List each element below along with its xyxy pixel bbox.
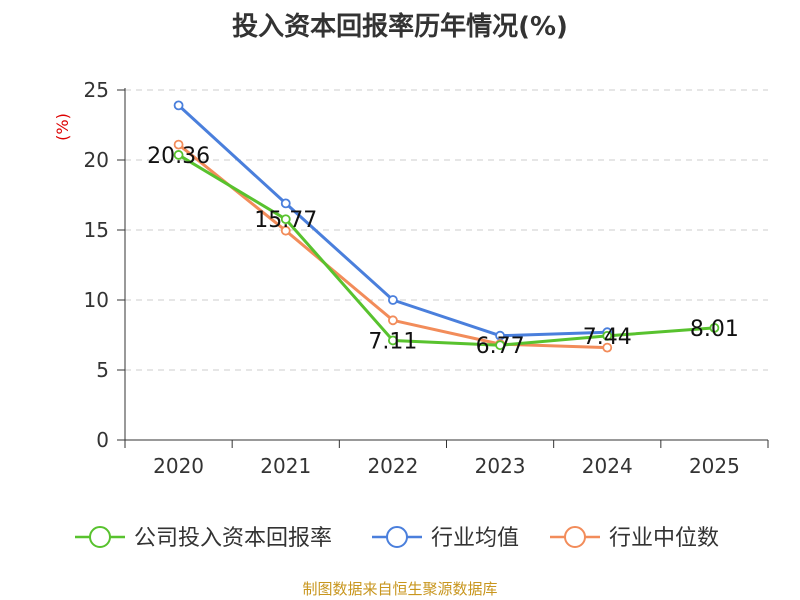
data-label-2020: 20.36 (147, 144, 210, 169)
data-label-2021: 15.77 (254, 208, 317, 233)
legend-industry-mean-label: 行业均值 (431, 526, 519, 551)
series-2-point-1 (280, 225, 291, 236)
series-1-point-2 (388, 295, 398, 305)
series-0-point-4 (602, 330, 613, 341)
series-2-point-0 (173, 139, 184, 150)
y-tick-label-20: 20 (84, 148, 109, 172)
data-source-note: 制图数据来自恒生聚源数据库 (302, 580, 498, 598)
data-label-2024: 7.44 (583, 325, 632, 350)
y-tick-label-15: 15 (84, 218, 109, 242)
legend-company: 公司投入资本回报率 (75, 526, 332, 551)
legend-industry-mean-marker (386, 526, 408, 548)
data-label-2025: 8.01 (690, 317, 739, 342)
series-0-point-2 (388, 335, 398, 346)
series-0-point-5 (709, 322, 720, 333)
y-tick-label-10: 10 (84, 288, 109, 312)
legend-company-marker (89, 526, 111, 548)
series (173, 100, 720, 353)
x-tick-label-2020: 2020 (153, 454, 204, 478)
grid-lines (125, 89, 768, 371)
x-tick-label-2025: 2025 (689, 454, 740, 478)
x-tick-label-2021: 2021 (260, 454, 311, 478)
series-0-point-1 (280, 214, 291, 225)
data-label-2023: 6.77 (476, 334, 525, 359)
legend-company-label: 公司投入资本回报率 (134, 526, 332, 551)
legend: 公司投入资本回报率 行业均值 行业中位数 (75, 526, 719, 551)
chart-title: 投入资本回报率历年情况(%) (232, 12, 568, 42)
legend-industry-median: 行业中位数 (550, 526, 719, 551)
series-line-0 (177, 153, 715, 347)
x-tick-label-2023: 2023 (475, 454, 526, 478)
data-labels: 20.36 15.77 7.11 6.77 7.44 8.01 (147, 144, 739, 359)
series-2-point-4 (602, 342, 613, 353)
y-tick-label-5: 5 (96, 358, 109, 382)
y-tick-label-25: 25 (84, 78, 109, 102)
legend-industry-mean: 行业均值 (372, 526, 519, 551)
x-tick-label-2024: 2024 (582, 454, 633, 478)
series-1-point-1 (280, 198, 291, 209)
series-2-point-2 (388, 315, 398, 326)
y-axis-label: (%) (53, 113, 72, 141)
legend-industry-median-marker (564, 526, 586, 548)
y-tick-label-0: 0 (96, 428, 109, 452)
series-0-point-3 (495, 340, 505, 351)
x-tick-label-2022: 2022 (367, 454, 418, 478)
legend-industry-median-label: 行业中位数 (609, 526, 719, 551)
series-0-point-0 (173, 150, 184, 160)
data-label-2022: 7.11 (368, 329, 417, 354)
series-1-point-0 (173, 100, 184, 111)
